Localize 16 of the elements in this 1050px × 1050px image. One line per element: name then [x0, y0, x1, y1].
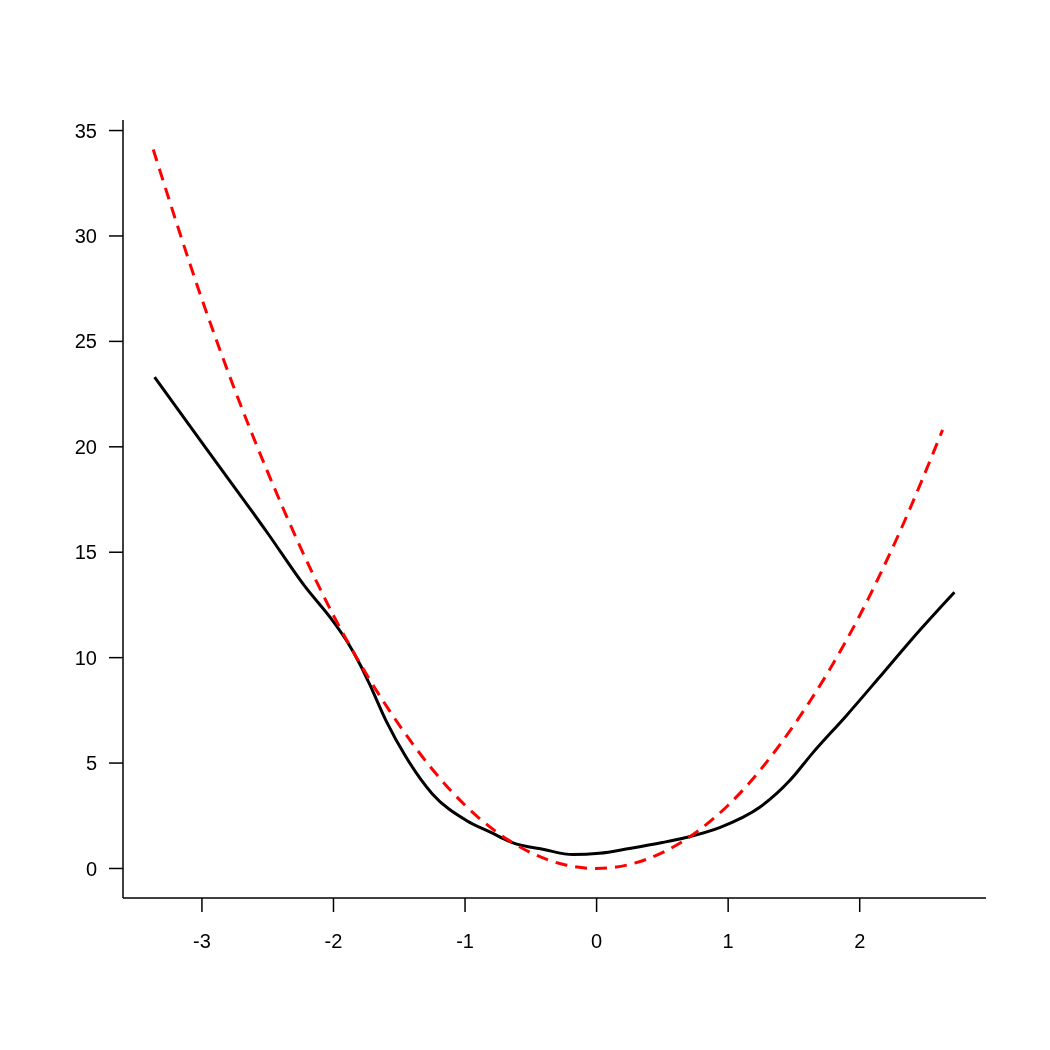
y-tick-label: 20 [74, 435, 97, 458]
line-series [153, 375, 956, 857]
x-tick-label: 2 [854, 930, 866, 953]
x-tick-label: 0 [591, 930, 603, 953]
x-tick-label: -2 [324, 930, 343, 953]
y-tick-label: 30 [74, 225, 97, 248]
line-series [151, 148, 945, 870]
x-tick-label: 1 [722, 930, 734, 953]
y-tick-label: 0 [85, 857, 97, 880]
y-tick-label: 35 [74, 119, 97, 142]
x-tick-label: -1 [456, 930, 474, 953]
y-tick-label: 10 [74, 646, 97, 669]
y-tick-label: 25 [74, 330, 97, 353]
x-tick-label: -3 [193, 930, 211, 953]
y-tick-label: 5 [85, 752, 97, 775]
y-tick-label: 15 [74, 541, 97, 564]
